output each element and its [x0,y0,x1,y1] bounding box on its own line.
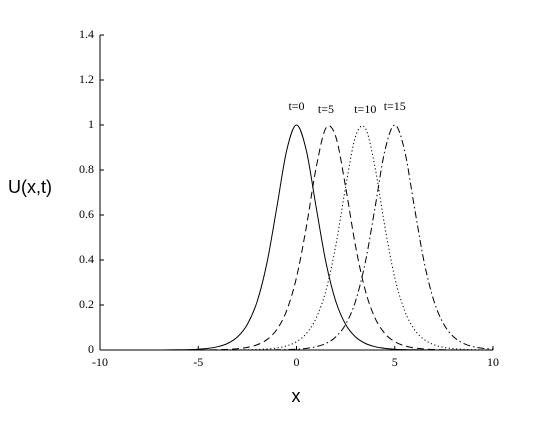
series-label: t=5 [318,102,334,116]
x-axis-title: x [292,386,301,406]
line-series [100,125,494,351]
series-label: t=10 [354,102,376,116]
x-tick-label: 5 [392,355,398,369]
y-tick-label: 0 [88,342,94,356]
y-tick-label: 0.2 [79,297,94,311]
y-tick-label: 0.4 [79,252,94,266]
y-tick-label: 0.8 [79,162,94,176]
y-tick-label: 1.4 [79,27,94,41]
y-tick-label: 0.6 [79,207,94,221]
y-tick-label: 1.2 [79,72,94,86]
y-axis-title: U(x,t) [8,177,52,197]
line-series [100,124,494,351]
line-series [100,124,493,351]
x-tick-label: 0 [294,355,300,369]
series-label: t=15 [384,99,406,113]
series-label: t=0 [288,99,304,113]
x-tick-label: -10 [92,355,108,369]
x-tick-label: -5 [193,355,203,369]
x-tick-label: 10 [487,355,499,369]
line-series [100,125,494,351]
y-tick-label: 1 [88,117,94,131]
